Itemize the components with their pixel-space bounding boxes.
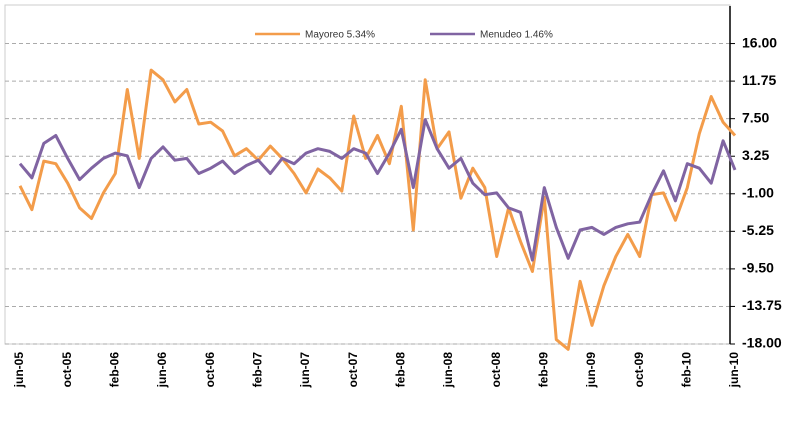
x-tick-label: feb-08 [394,352,408,388]
x-tick-label: feb-10 [680,352,694,388]
y-tick-label: -13.75 [742,297,782,313]
x-tick-label: jun-06 [155,352,169,389]
y-tick-label: -18.00 [742,335,782,351]
legend-label: Mayoreo 5.34% [305,30,375,41]
x-tick-label: oct-08 [489,352,503,388]
plot-frame [4,4,731,345]
x-tick-label: jun-10 [727,352,741,389]
legend-label: Menudeo 1.46% [480,30,553,41]
series-line [18,68,737,351]
y-tick-label: 7.50 [742,109,769,125]
x-tick-label: jun-07 [298,352,312,389]
y-tick-label: -1.00 [742,184,774,200]
y-tick-label: -9.50 [742,260,774,276]
x-tick-label: jun-09 [584,352,598,389]
y-tick-label: 3.25 [742,147,769,163]
series-line [18,118,737,262]
y-tick-label: -5.25 [742,222,774,238]
y-tick-label: 16.00 [742,34,777,50]
x-tick-label: oct-09 [632,352,646,388]
x-tick-label: oct-07 [346,352,360,388]
x-tick-label: feb-07 [251,352,265,388]
x-tick-label: jun-08 [441,352,455,389]
x-tick-label: feb-09 [537,352,551,388]
y-tick-label: 11.75 [742,72,776,88]
x-tick-label: feb-06 [108,352,122,388]
x-tick-label: jun-05 [12,352,26,389]
x-tick-label: oct-05 [60,352,74,388]
x-tick-label: oct-06 [203,352,217,388]
